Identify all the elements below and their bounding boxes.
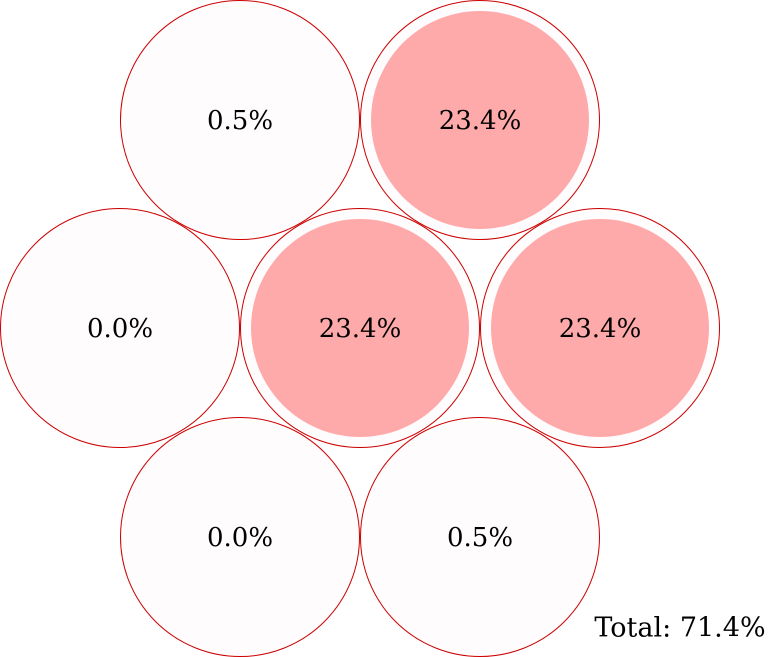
cell-circle (0, 208, 240, 448)
cell-label: 0.0% (87, 314, 153, 344)
cell-label: 0.0% (207, 523, 273, 553)
cell-highlight (371, 11, 589, 229)
cell-label: 23.4% (559, 314, 642, 344)
cell-circle (120, 0, 360, 240)
cell-label: 0.5% (207, 106, 273, 136)
cells: 0.5% 23.4% 0.0% 23.4% 23.4% 0.0% 0.5% (0, 0, 720, 657)
cell-highlight (491, 219, 709, 437)
cell-label: 23.4% (439, 106, 522, 136)
cell-label: 0.5% (447, 523, 513, 553)
cell-label: 23.4% (319, 314, 402, 344)
cell-highlight (251, 219, 469, 437)
total-label: Total: 71.4% (594, 613, 765, 644)
